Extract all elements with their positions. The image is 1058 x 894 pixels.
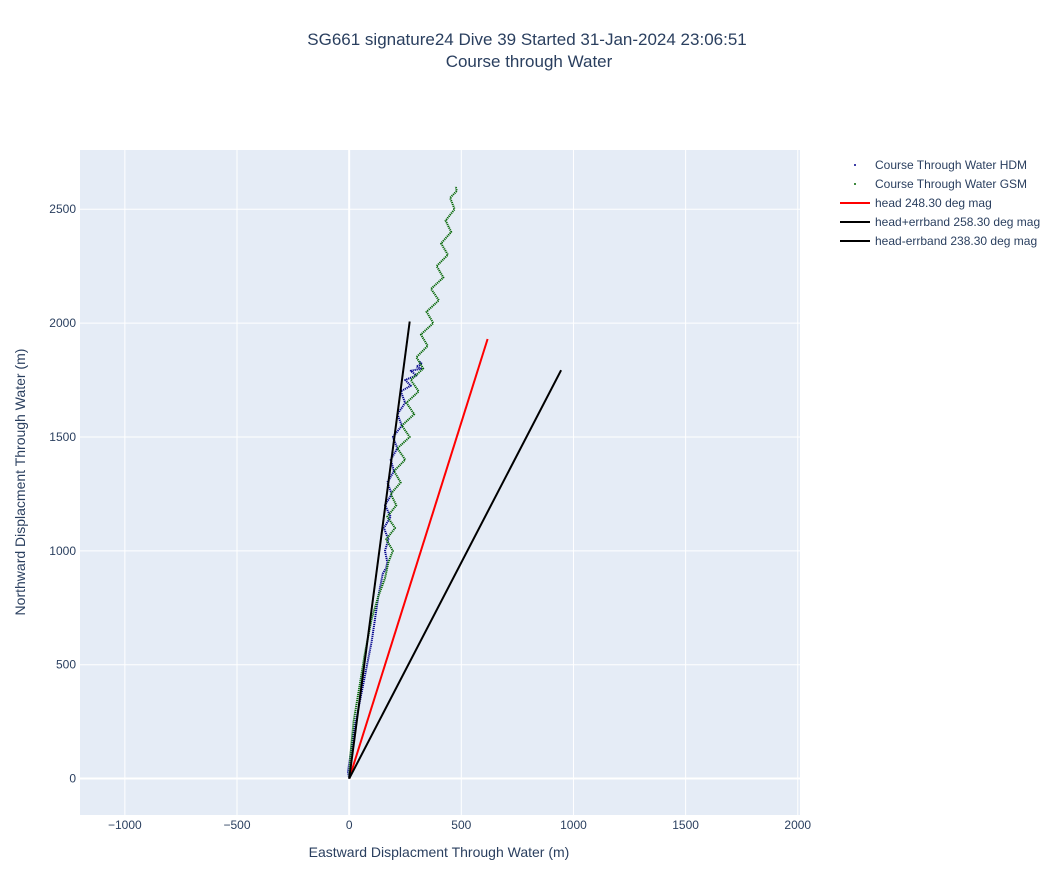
chart-subtitle: Course through Water bbox=[446, 52, 613, 71]
y-tick-label: 2000 bbox=[49, 316, 76, 330]
x-tick-label: 0 bbox=[346, 818, 353, 832]
legend-item-0[interactable]: Course Through Water HDM bbox=[854, 158, 1027, 172]
x-tick-label: 1000 bbox=[560, 818, 587, 832]
series-trace-1 bbox=[348, 186, 458, 779]
legend-label: head 248.30 deg mag bbox=[875, 196, 992, 210]
y-tick-label: 2500 bbox=[49, 202, 76, 216]
series-layer bbox=[347, 186, 562, 780]
x-tick-label: 1500 bbox=[672, 818, 699, 832]
legend-marker bbox=[854, 164, 856, 166]
y-axis-title: Northward Displacment Through Water (m) bbox=[12, 349, 28, 616]
plot-area bbox=[80, 150, 800, 815]
legend-label: head-errband 238.30 deg mag bbox=[875, 234, 1037, 248]
legend-label: Course Through Water HDM bbox=[875, 158, 1027, 172]
series-line-4 bbox=[348, 369, 562, 780]
tick-labels: −1000 −500 0 500 1000 1500 2000 0 500 1000 1500 200… bbox=[49, 202, 811, 832]
x-tick-label: −1000 bbox=[108, 818, 142, 832]
legend-item-4[interactable]: head-errband 238.30 deg mag bbox=[840, 234, 1037, 248]
legend-label: head+errband 258.30 deg mag bbox=[875, 215, 1040, 229]
legend-item-1[interactable]: Course Through Water GSM bbox=[854, 177, 1027, 191]
y-tick-label: 1500 bbox=[49, 430, 76, 444]
series-trace-0 bbox=[347, 361, 424, 779]
x-axis-title: Eastward Displacment Through Water (m) bbox=[309, 844, 570, 860]
legend: Course Through Water HDM Course Through W… bbox=[840, 158, 1040, 248]
legend-marker bbox=[854, 183, 856, 185]
legend-item-2[interactable]: head 248.30 deg mag bbox=[840, 196, 992, 210]
series-line-3 bbox=[348, 321, 411, 779]
chart-title: SG661 signature24 Dive 39 Started 31-Jan… bbox=[307, 30, 746, 49]
grid-lines bbox=[80, 150, 800, 815]
x-tick-label: 500 bbox=[451, 818, 471, 832]
x-tick-label: −500 bbox=[223, 818, 250, 832]
x-tick-label: 2000 bbox=[784, 818, 811, 832]
y-tick-label: 500 bbox=[56, 658, 76, 672]
series-line-2 bbox=[348, 338, 489, 779]
legend-label: Course Through Water GSM bbox=[875, 177, 1027, 191]
y-tick-label: 1000 bbox=[49, 544, 76, 558]
legend-item-3[interactable]: head+errband 258.30 deg mag bbox=[840, 215, 1040, 229]
y-tick-label: 0 bbox=[69, 772, 76, 786]
